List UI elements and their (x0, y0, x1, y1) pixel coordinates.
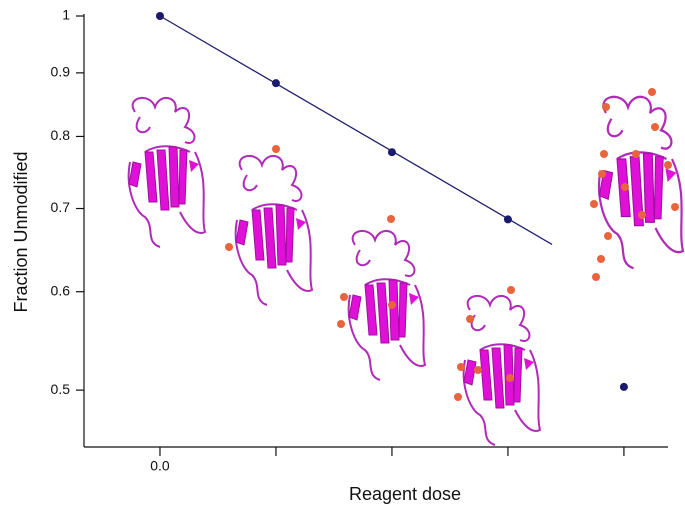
fit-line (159, 15, 553, 245)
y-tick-label: 0.7 (51, 199, 71, 215)
y-tick-label: 0.5 (51, 381, 71, 397)
y-tick-label: 0.6 (51, 282, 71, 298)
data-point (619, 382, 628, 391)
y-tick-label: 1 (62, 7, 70, 23)
y-axis-label: Fraction Unmodified (11, 151, 31, 312)
x-tick-label: 0.0 (150, 458, 170, 474)
protein-illustrations (127, 88, 685, 446)
x-axis-label: Reagent dose (349, 484, 461, 504)
data-point (503, 215, 512, 224)
data-point (271, 79, 280, 88)
y-tick-label: 0.9 (51, 64, 71, 80)
y-tick-label: 0.8 (51, 127, 71, 143)
data-point (387, 148, 396, 157)
data-point (155, 12, 164, 20)
